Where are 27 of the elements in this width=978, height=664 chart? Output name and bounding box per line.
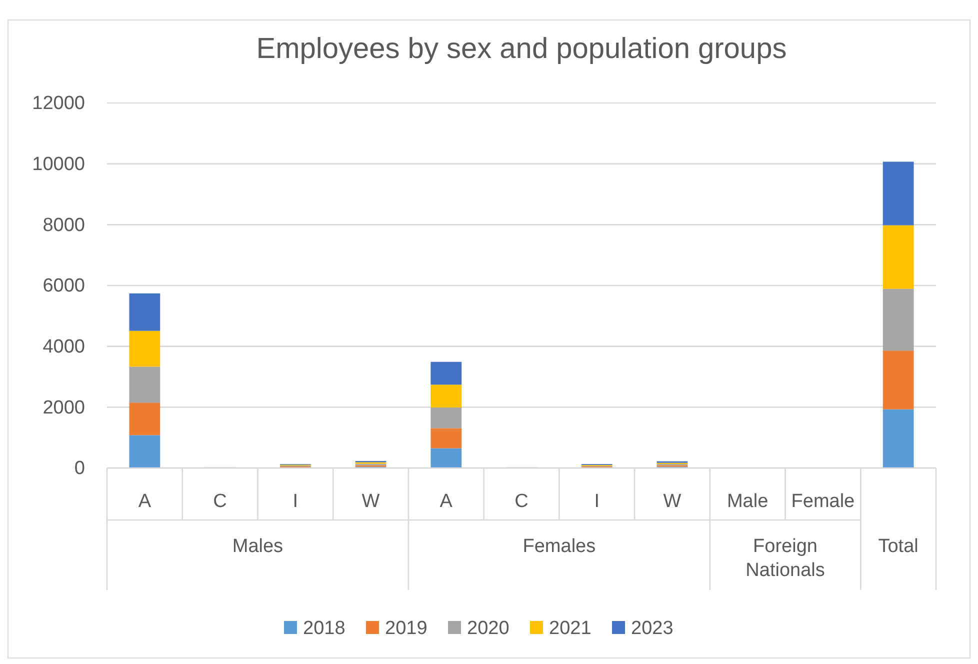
- x-tick-label: C: [514, 491, 528, 512]
- y-tick-label: 12000: [32, 93, 85, 114]
- x-tick-label: W: [663, 491, 682, 512]
- legend-label: 2018: [303, 618, 346, 639]
- y-tick-label: 8000: [42, 214, 85, 236]
- text: Foreign Nationals: [746, 536, 825, 581]
- y-tick-label: 10000: [32, 154, 85, 175]
- x-tick-label: Female: [791, 491, 855, 512]
- x-tick-label: W: [362, 491, 380, 512]
- y-tick-label: 0: [74, 458, 85, 480]
- y-tick-label: 6000: [42, 276, 85, 297]
- x-tick-label: A: [440, 491, 453, 512]
- legend-label: 2020: [467, 618, 510, 639]
- text: Males: [232, 536, 284, 557]
- x-tick-label: A: [138, 491, 152, 512]
- x-tick-label: I: [594, 491, 600, 512]
- y-tick-label: 4000: [42, 336, 85, 358]
- x-tick-label: Male: [726, 491, 768, 512]
- x-tick-label: I: [292, 491, 298, 512]
- legend-label: 2019: [385, 618, 428, 639]
- legend-label: 2021: [549, 618, 592, 639]
- chart-title: Employees by sex and population groups: [256, 33, 787, 65]
- legend-label: 2023: [631, 618, 674, 639]
- y-tick-label: 2000: [42, 397, 85, 418]
- text: Total: [878, 536, 918, 557]
- text: Females: [522, 536, 596, 557]
- x-tick-label: C: [213, 491, 227, 512]
